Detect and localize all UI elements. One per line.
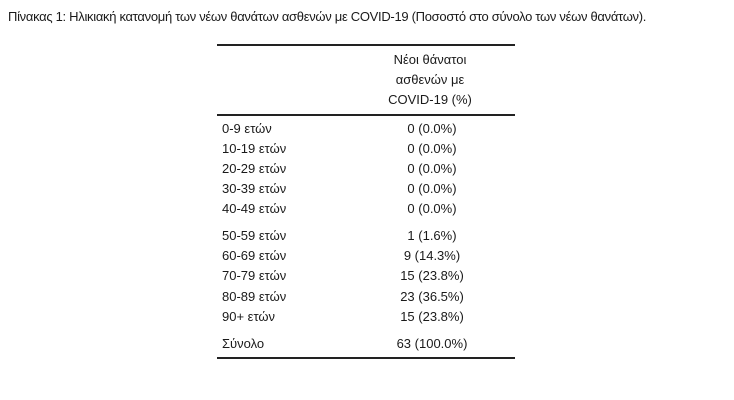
table-row: 70-79 ετών 15 (23.8%) — [222, 266, 515, 286]
table-row: 30-39 ετών 0 (0.0%) — [222, 179, 515, 199]
row-value: 15 (23.8%) — [400, 309, 464, 324]
row-value: 0 (0.0%) — [407, 181, 457, 196]
column-header: Νέοι θάνατοι ασθενών με COVID-19 (%) — [360, 50, 500, 110]
table-caption: Πίνακας 1: Ηλικιακή κατανομή των νέων θα… — [8, 9, 647, 24]
table-row: 50-59 ετών 1 (1.6%) — [222, 226, 515, 246]
bottom-rule — [217, 357, 515, 359]
table-row: 80-89 ετών 23 (36.5%) — [222, 287, 515, 307]
row-label: 60-69 ετών — [222, 248, 287, 263]
row-value: 0 (0.0%) — [407, 161, 457, 176]
row-label: 40-49 ετών — [222, 201, 287, 216]
row-value: 0 (0.0%) — [407, 121, 457, 136]
table-row: 10-19 ετών 0 (0.0%) — [222, 139, 515, 159]
table-row: 20-29 ετών 0 (0.0%) — [222, 159, 515, 179]
header-line: Νέοι θάνατοι — [393, 52, 467, 67]
row-label: 50-59 ετών — [222, 228, 287, 243]
row-value: 0 (0.0%) — [407, 201, 457, 216]
row-label: 10-19 ετών — [222, 141, 287, 156]
table-row: 90+ ετών 15 (23.8%) — [222, 307, 515, 327]
row-label: 0-9 ετών — [222, 121, 272, 136]
row-value: 1 (1.6%) — [407, 228, 457, 243]
header-line: COVID-19 (%) — [388, 92, 472, 107]
row-value: 9 (14.3%) — [403, 248, 461, 263]
row-label: 20-29 ετών — [222, 161, 287, 176]
row-value: 23 (36.5%) — [400, 289, 464, 304]
table-row: Σύνολο 63 (100.0%) — [222, 334, 515, 354]
row-value: 63 (100.0%) — [396, 336, 468, 351]
table-row: 0-9 ετών 0 (0.0%) — [222, 119, 515, 139]
row-label: 30-39 ετών — [222, 181, 287, 196]
header-line: ασθενών με — [395, 72, 465, 87]
table-row: 60-69 ετών 9 (14.3%) — [222, 246, 515, 266]
row-label: 90+ ετών — [222, 309, 276, 324]
row-label: 70-79 ετών — [222, 268, 287, 283]
row-value: 0 (0.0%) — [407, 141, 457, 156]
row-label: Σύνολο — [222, 336, 265, 351]
row-value: 15 (23.8%) — [400, 268, 464, 283]
header-rule — [217, 114, 515, 116]
table-row: 40-49 ετών 0 (0.0%) — [222, 199, 515, 219]
row-label: 80-89 ετών — [222, 289, 287, 304]
top-rule — [217, 44, 515, 46]
